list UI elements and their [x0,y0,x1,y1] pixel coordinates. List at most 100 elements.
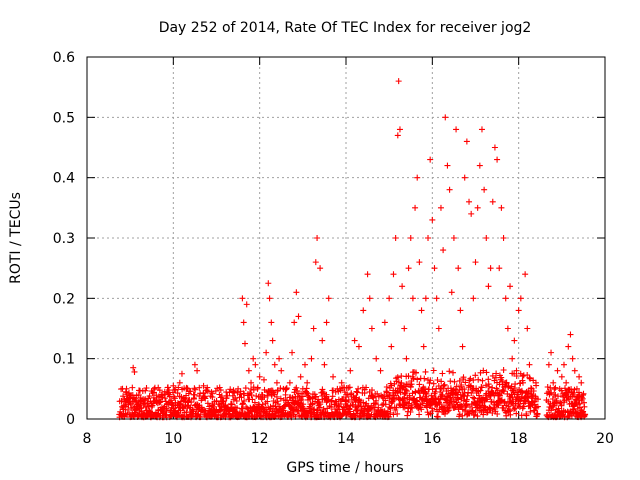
data-point [373,355,380,362]
data-point [172,399,179,406]
data-point [381,319,388,326]
data-point [494,156,501,163]
data-point [176,379,183,386]
data-point [291,319,298,326]
data-point [289,349,296,356]
data-point [425,235,432,241]
data-point [213,397,220,404]
data-point [135,391,142,398]
data-point [260,376,267,383]
baseline-cloud-marks [116,367,589,421]
data-point [245,367,252,374]
x-tick-label: 18 [510,431,528,447]
data-point [422,295,429,302]
data-point [250,355,257,362]
data-point [240,319,247,326]
data-point [321,361,328,368]
data-point [122,388,129,395]
data-point [552,391,559,398]
data-point [243,301,250,308]
data-point [142,387,149,394]
data-point [474,204,481,211]
data-point [578,379,585,386]
data-point [364,271,371,278]
data-point [235,385,242,392]
data-point [280,385,287,392]
data-point [271,361,278,368]
data-point [140,396,147,403]
data-point [563,379,570,386]
data-point [170,382,177,389]
data-point [299,385,306,392]
data-point [524,325,531,332]
data-point [442,114,449,121]
data-point [120,402,127,409]
data-point [554,367,561,374]
data-point [226,389,233,396]
data-point [174,390,181,397]
data-point [317,265,324,272]
data-point [466,198,473,205]
data-point [355,343,362,350]
data-point [278,367,285,374]
data-point [323,319,330,326]
data-point [461,174,468,181]
data-point [457,307,464,314]
data-point [567,331,574,338]
data-point [191,361,198,368]
data-point [304,379,311,386]
y-tick-label: 0.1 [53,352,75,368]
data-point [168,397,175,404]
data-point [476,162,483,169]
data-point [185,402,192,409]
data-point [338,379,345,386]
data-point [368,325,375,332]
baseline-point-cloud [116,367,589,421]
data-point [414,174,421,181]
data-point [131,368,138,375]
data-point [496,265,503,272]
chart-title: Day 252 of 2014, Rate Of TEC Index for r… [159,20,532,36]
data-point [293,289,300,296]
data-point [446,186,453,193]
data-point [468,210,475,217]
data-point [513,367,520,374]
x-tick-label: 20 [596,431,614,447]
data-point [440,247,447,254]
data-point [407,235,414,241]
data-point [137,405,144,412]
data-point [390,271,397,278]
data-point [409,295,416,302]
data-point [239,295,246,302]
data-point [163,401,170,408]
y-tick-label: 0.4 [53,171,75,187]
data-point [125,406,132,413]
data-point [386,295,393,302]
data-point [129,384,136,391]
data-point [301,361,308,368]
data-point [343,391,349,398]
data-point [504,325,511,332]
data-point [282,391,289,398]
data-point [448,289,455,296]
data-point [509,355,516,362]
data-point [146,393,153,400]
data-point [360,307,367,314]
data-point [433,295,440,302]
data-point [351,337,358,344]
data-point [230,396,237,403]
data-point [153,397,160,404]
data-point [435,325,442,332]
data-point [395,78,402,85]
data-point [560,361,567,368]
data-point [517,295,524,302]
data-point [401,325,408,332]
data-point [481,186,488,193]
y-tick-label: 0.6 [53,50,75,66]
x-tick-label: 14 [337,431,355,447]
data-point [532,379,539,386]
data-point [286,379,293,386]
data-point [545,361,552,368]
data-point [519,379,526,386]
